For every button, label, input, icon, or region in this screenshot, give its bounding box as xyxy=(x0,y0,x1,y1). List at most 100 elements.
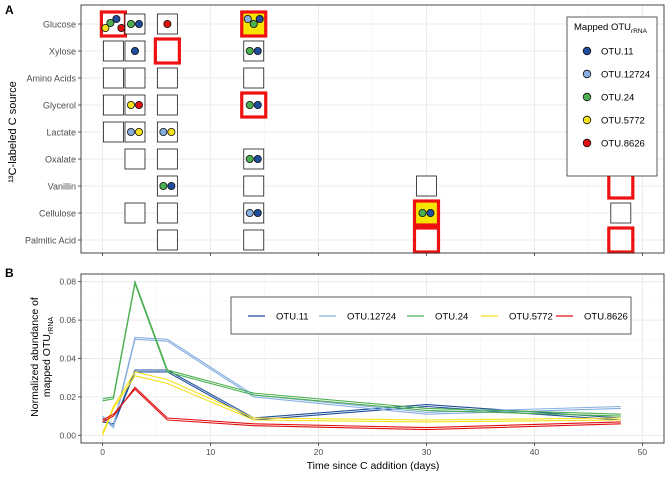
y-tick-label-a: Palmitic Acid xyxy=(25,236,76,246)
y-tick-label: 0.02 xyxy=(59,392,76,402)
source-day-box xyxy=(243,67,265,89)
x-axis-label: Time since C addition (days) xyxy=(307,460,440,472)
x-tick-label: 0 xyxy=(100,447,105,457)
legend-b-label: OTU.5772 xyxy=(509,312,553,323)
otu-dot xyxy=(126,19,135,28)
otu-dot xyxy=(255,14,264,23)
y-tick-label: 0.06 xyxy=(59,315,76,325)
otu-dot xyxy=(112,14,121,23)
series-line-otu-8626 xyxy=(102,388,621,431)
otu-dot xyxy=(245,208,254,217)
y-tick-label-a: Amino Acids xyxy=(26,74,76,84)
legend-a: Mapped OTUrRNA OTU.11OTU.12724OTU.24OTU.… xyxy=(566,16,658,177)
otu-dot xyxy=(134,127,143,136)
otu-dot xyxy=(163,19,172,28)
otu-dot xyxy=(126,127,135,136)
legend-b-label: OTU.8626 xyxy=(584,312,628,323)
legend-a-swatch xyxy=(582,115,592,125)
source-day-box xyxy=(243,229,265,251)
source-day-box xyxy=(610,202,632,224)
legend-b-label: OTU.12724 xyxy=(347,312,396,323)
x-tick-label: 20 xyxy=(314,447,324,457)
series-line-otu-5772 xyxy=(102,375,621,436)
otu-dot xyxy=(134,19,143,28)
source-day-box xyxy=(102,121,124,143)
source-day-box xyxy=(243,175,265,197)
series-line-otu-8626 xyxy=(102,386,621,429)
otu-dot xyxy=(426,208,435,217)
source-day-box xyxy=(243,148,265,170)
y-tick-label: 0.08 xyxy=(59,277,76,287)
legend-a-label: OTU.12724 xyxy=(601,70,650,81)
source-day-box xyxy=(124,13,146,35)
source-day-box xyxy=(102,94,124,116)
panel-a-border xyxy=(80,4,665,254)
panel-b-border xyxy=(80,273,665,444)
legend-a-items: OTU.11 OTU.12724 OTU.24 OTU.5772 OTU.8626 xyxy=(582,47,650,150)
source-day-box xyxy=(124,148,146,170)
x-tick-label: 10 xyxy=(206,447,216,457)
y-tick-label-a: Oxalate xyxy=(45,155,76,165)
y-tick-label-a: Glucose xyxy=(43,20,76,30)
source-day-box xyxy=(412,199,441,227)
otu-dot xyxy=(253,47,262,56)
y-tick-label-a: Xylose xyxy=(49,47,76,57)
source-day-box xyxy=(156,121,178,143)
otu-dot xyxy=(249,19,258,28)
otu-dot xyxy=(106,18,115,27)
legend-a-swatch xyxy=(582,92,592,102)
source-day-box xyxy=(124,202,146,224)
legend-a-swatch xyxy=(582,69,592,79)
source-day-box xyxy=(124,94,146,116)
y-tick-label-a: Glycerol xyxy=(43,101,76,111)
series-line-otu-5772 xyxy=(102,371,621,434)
otu-dot xyxy=(243,14,252,23)
panel-b-tag: B xyxy=(5,266,14,280)
source-day-box xyxy=(243,40,265,62)
y-tick-label-a: Cellulose xyxy=(39,209,76,219)
source-day-box xyxy=(124,121,146,143)
source-day-box xyxy=(156,94,178,116)
series-line-otu-12724 xyxy=(102,338,621,429)
legend-b-label: OTU.24 xyxy=(435,312,468,323)
source-day-box xyxy=(153,37,181,65)
otu-dot xyxy=(245,47,254,56)
y-tick-label-a: Lactate xyxy=(46,128,76,138)
y-tick-label: 0.00 xyxy=(59,430,76,440)
source-day-box xyxy=(607,172,635,200)
panel-a-tag: A xyxy=(5,3,14,17)
source-day-box xyxy=(412,226,441,254)
y-axis-label-b-line2: mapped OTUrRNA xyxy=(41,317,55,397)
y-tick-label-a: Vanillin xyxy=(48,182,76,192)
otu-dot xyxy=(159,127,168,136)
otu-dot xyxy=(167,181,176,190)
panel-b: 0 10 20 30 40 50 0.00 0.02 0.04 0.06 0.08 xyxy=(59,273,665,457)
otu-dot xyxy=(245,101,254,110)
y-tick-label: 0.04 xyxy=(59,354,76,364)
legend-a-label: OTU.11 xyxy=(601,47,634,58)
y-axis-label-b: Normalized abundance of xyxy=(29,297,41,417)
legend-b: OTU.11 OTU.12724 OTU.24 OTU.5772 OTU.8626 xyxy=(230,296,632,335)
source-day-box xyxy=(156,229,178,251)
otu-dot xyxy=(253,208,262,217)
otu-dot xyxy=(126,101,135,110)
otu-dot xyxy=(134,101,143,110)
otu-dot xyxy=(418,208,427,217)
legend-a-label: OTU.5772 xyxy=(601,116,645,127)
source-day-box xyxy=(416,175,437,197)
legend-a-swatch xyxy=(582,138,592,148)
source-day-box xyxy=(102,67,124,89)
x-tick-label: 30 xyxy=(422,447,432,457)
legend-b-items: OTU.11 OTU.12724 OTU.24 OTU.5772 OTU.8626 xyxy=(248,312,628,323)
legend-a-title: Mapped OTUrRNA xyxy=(574,22,648,35)
source-day-box xyxy=(156,148,178,170)
source-day-box xyxy=(156,175,178,197)
source-day-box xyxy=(102,40,124,62)
legend-a-label: OTU.8626 xyxy=(601,139,645,150)
source-day-box xyxy=(156,202,178,224)
legend-a-box xyxy=(566,16,658,177)
otu-dot xyxy=(101,23,110,32)
otu-dot xyxy=(253,154,262,163)
y-axis-label-a: ¹³C-labeled C source xyxy=(7,81,19,182)
